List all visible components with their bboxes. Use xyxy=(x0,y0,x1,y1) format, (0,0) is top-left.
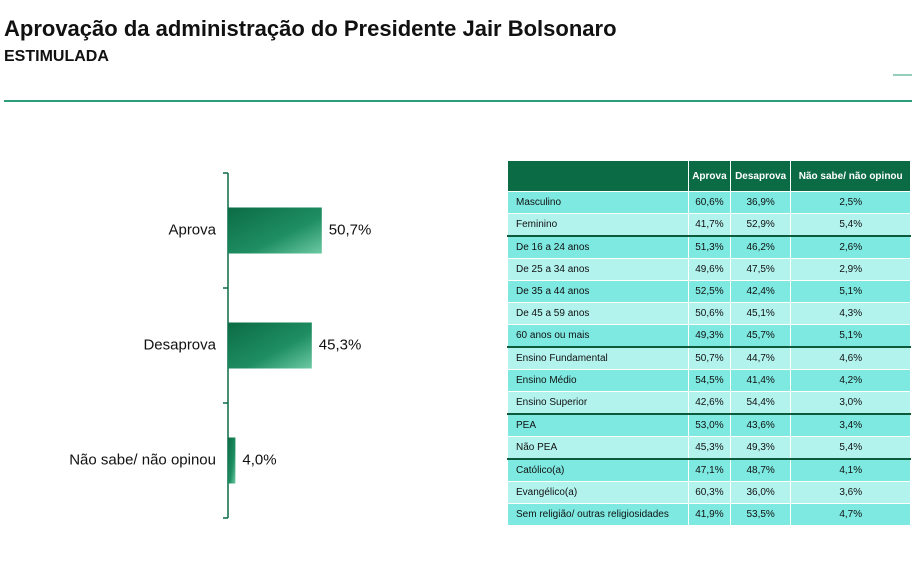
cell-value: 4,3% xyxy=(790,302,911,325)
row-label: 60 anos ou mais xyxy=(507,324,689,348)
row-label: Ensino Fundamental xyxy=(507,346,689,370)
cell-value: 54,5% xyxy=(688,369,731,392)
value-label: 4,0% xyxy=(242,451,276,468)
cell-value: 53,5% xyxy=(729,503,792,526)
subtitle: ESTIMULADA xyxy=(4,48,109,65)
row-label: Masculino xyxy=(507,191,689,214)
cell-value: 45,3% xyxy=(688,436,731,460)
cell-value: 60,3% xyxy=(688,481,731,504)
table-row: Masculino 60,6% 36,9% 2,5% xyxy=(507,191,911,214)
category-label: Aprova xyxy=(168,221,216,238)
table-row: Não PEA 45,3% 49,3% 5,4% xyxy=(507,436,911,460)
cell-value: 45,1% xyxy=(729,302,792,325)
axis xyxy=(223,172,229,519)
cell-value: 54,4% xyxy=(729,391,792,415)
cell-value: 4,6% xyxy=(790,346,911,370)
cell-value: 42,4% xyxy=(729,280,792,303)
table-row: De 25 a 34 anos 49,6% 47,5% 2,9% xyxy=(507,258,911,281)
table-row: Evangélico(a) 60,3% 36,0% 3,6% xyxy=(507,481,911,504)
cell-value: 42,6% xyxy=(688,391,731,415)
cell-value: 47,5% xyxy=(729,258,792,281)
bar xyxy=(228,322,312,369)
row-label: Feminino xyxy=(507,213,689,237)
cell-value: 43,6% xyxy=(729,413,792,437)
cell-value: 52,5% xyxy=(688,280,731,303)
table-row: De 35 a 44 anos 52,5% 42,4% 5,1% xyxy=(507,280,911,303)
cell-value: 41,9% xyxy=(688,503,731,526)
value-label: 45,3% xyxy=(319,336,362,353)
table-row: Feminino 41,7% 52,9% 5,4% xyxy=(507,213,911,237)
table-row: Ensino Fundamental 50,7% 44,7% 4,6% xyxy=(507,346,911,370)
table-row: Ensino Médio 54,5% 41,4% 4,2% xyxy=(507,369,911,392)
row-label: Sem religião/ outras religiosidades xyxy=(507,503,689,526)
table-row: Sem religião/ outras religiosidades 41,9%… xyxy=(507,503,911,526)
table-row: Católico(a) 47,1% 48,7% 4,1% xyxy=(507,458,911,482)
cell-value: 4,7% xyxy=(790,503,911,526)
cell-value: 36,0% xyxy=(729,481,792,504)
cell-value: 5,4% xyxy=(790,436,911,460)
cell-value: 49,3% xyxy=(688,324,731,348)
cell-value: 5,1% xyxy=(790,280,911,303)
cell-value: 3,0% xyxy=(790,391,911,415)
value-label: 50,7% xyxy=(329,221,372,238)
table-row: De 16 a 24 anos 51,3% 46,2% 2,6% xyxy=(507,235,911,259)
bar xyxy=(228,207,322,254)
cell-value: 51,3% xyxy=(688,235,731,259)
row-label: Evangélico(a) xyxy=(507,481,689,504)
row-label: Ensino Médio xyxy=(507,369,689,392)
cell-value: 45,7% xyxy=(729,324,792,348)
cell-value: 48,7% xyxy=(729,458,792,482)
cell-value: 47,1% xyxy=(688,458,731,482)
column-header: Aprova xyxy=(688,160,731,192)
cell-value: 41,4% xyxy=(729,369,792,392)
cell-value: 50,7% xyxy=(688,346,731,370)
row-label: PEA xyxy=(507,413,689,437)
column-header: Desaprova xyxy=(729,160,792,192)
cell-value: 46,2% xyxy=(729,235,792,259)
row-label: De 35 a 44 anos xyxy=(507,280,689,303)
cell-value: 3,6% xyxy=(790,481,911,504)
cell-value: 41,7% xyxy=(688,213,731,237)
row-label: De 45 a 59 anos xyxy=(507,302,689,325)
cell-value: 5,4% xyxy=(790,213,911,237)
cell-value: 49,3% xyxy=(729,436,792,460)
cell-value: 4,1% xyxy=(790,458,911,482)
cell-value: 4,2% xyxy=(790,369,911,392)
cell-value: 3,4% xyxy=(790,413,911,437)
data-table: Aprova Desaprova Não sabe/ não opinou Mascu… xyxy=(507,160,911,526)
title: Aprovação da administração do Presidente… xyxy=(4,16,617,41)
row-label: De 16 a 24 anos xyxy=(507,235,689,259)
category-label: Desaprova xyxy=(143,336,216,353)
cell-value: 49,6% xyxy=(688,258,731,281)
bar xyxy=(228,437,236,484)
cell-value: 52,9% xyxy=(729,213,792,237)
cell-value: 50,6% xyxy=(688,302,731,325)
cell-value: 60,6% xyxy=(688,191,731,214)
row-label: Católico(a) xyxy=(507,458,689,482)
cell-value: 44,7% xyxy=(729,346,792,370)
row-label: Ensino Superior xyxy=(507,391,689,415)
cell-value: 36,9% xyxy=(729,191,792,214)
cell-value: 53,0% xyxy=(688,413,731,437)
row-label: De 25 a 34 anos xyxy=(507,258,689,281)
cell-value: 2,6% xyxy=(790,235,911,259)
cell-value: 5,1% xyxy=(790,324,911,348)
table-row: PEA 53,0% 43,6% 3,4% xyxy=(507,413,911,437)
category-label: Não sabe/ não opinou xyxy=(69,451,216,468)
cell-value: 2,9% xyxy=(790,258,911,281)
cell-value: 2,5% xyxy=(790,191,911,214)
table-row: Ensino Superior 42,6% 54,4% 3,0% xyxy=(507,391,911,415)
row-label: Não PEA xyxy=(507,436,689,460)
table-row: De 45 a 59 anos 50,6% 45,1% 4,3% xyxy=(507,302,911,325)
column-header: Não sabe/ não opinou xyxy=(790,160,911,192)
table-row: 60 anos ou mais 49,3% 45,7% 5,1% xyxy=(507,324,911,348)
